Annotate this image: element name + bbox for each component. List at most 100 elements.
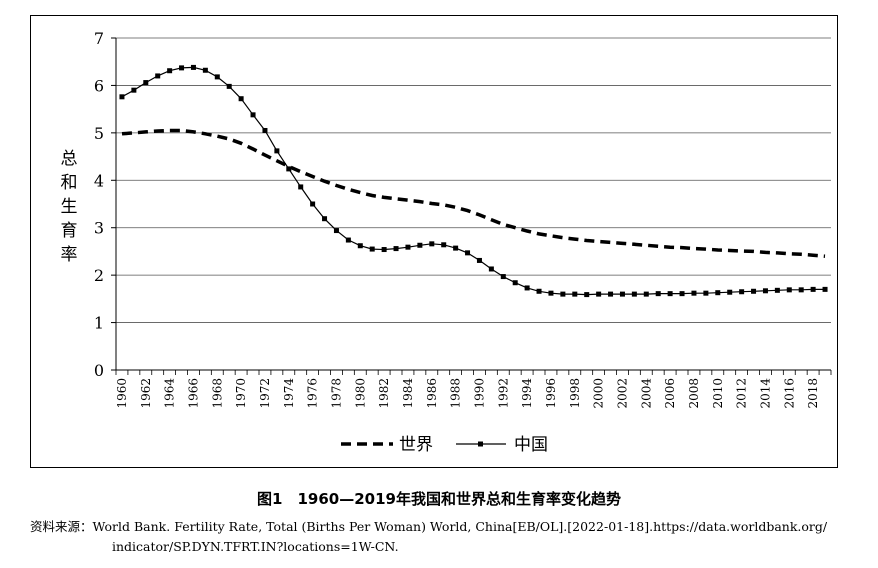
y-tick-label: 0 [94, 361, 104, 380]
y-tick-label: 6 [94, 76, 104, 95]
y-tick-label: 3 [94, 219, 104, 238]
y-axis-label-char: 率 [61, 245, 78, 265]
legend: 世界 中国 [341, 435, 548, 455]
legend-label: 世界 [399, 435, 433, 455]
data-point-china [262, 127, 268, 133]
data-point-china [357, 243, 363, 249]
data-point-china [333, 228, 339, 234]
data-point-china [643, 291, 649, 297]
data-point-china [143, 80, 149, 86]
data-point-china [500, 274, 506, 280]
data-point-china [488, 266, 494, 272]
data-point-china [345, 237, 351, 243]
source-line-2: indicator/SP.DYN.TFRT.IN?locations=1W-CN… [112, 539, 399, 554]
source-label: 资料来源： [30, 519, 93, 534]
x-tick-label: 1972 [258, 378, 272, 409]
data-point-china [119, 94, 125, 100]
series-line-world [121, 128, 826, 258]
data-point-china [310, 201, 316, 207]
data-point-china [667, 291, 673, 297]
data-point-china [786, 287, 792, 293]
data-point-china [560, 291, 566, 297]
data-point-china [619, 291, 625, 297]
data-point-china [584, 292, 590, 298]
legend-swatch-marker [478, 441, 483, 447]
figure-caption: 图1 1960—2019年我国和世界总和生育率变化趋势 [257, 490, 621, 508]
data-point-china [417, 242, 423, 248]
data-point-china [774, 287, 780, 293]
data-point-china [238, 96, 244, 102]
x-tick-label: 2002 [615, 378, 629, 409]
x-tick-label: 2000 [592, 378, 606, 409]
x-tick-label: 1978 [329, 378, 343, 409]
x-tick-label: 2008 [687, 378, 701, 409]
data-point-china [572, 291, 578, 297]
x-tick-label: 1998 [568, 378, 582, 409]
x-tick-label: 1992 [496, 378, 510, 409]
x-tick-label: 2016 [782, 378, 796, 409]
x-tick-label: 1986 [425, 378, 439, 409]
data-point-china [655, 291, 661, 297]
chart-frame: 0 1 2 3 4 5 6 7 1960 1962 1964 1966 1968 1970 1972 1974… [30, 15, 838, 468]
data-point-china [739, 289, 745, 295]
data-point-china [762, 288, 768, 294]
data-point-china [226, 83, 232, 89]
data-point-china [548, 290, 554, 296]
x-tick-label: 1974 [282, 378, 296, 409]
x-tick-label: 1996 [544, 378, 558, 409]
x-tick-label: 2014 [758, 378, 772, 409]
y-tick-label: 2 [94, 266, 104, 285]
data-point-china [751, 288, 757, 294]
data-point-china [524, 285, 530, 291]
source-note: 资料来源：World Bank. Fertility Rate, Total (… [30, 517, 860, 557]
x-tick-label: 1976 [306, 378, 320, 409]
data-point-china [286, 166, 292, 172]
y-axis-label-char: 总 [61, 149, 78, 169]
y-axis-label-char: 育 [61, 221, 78, 241]
x-tick-label: 2010 [711, 378, 725, 409]
data-point-china [536, 288, 542, 294]
data-point-china [608, 291, 614, 297]
source-line-1: 资料来源：World Bank. Fertility Rate, Total (… [30, 517, 860, 537]
x-tick-label: 1994 [520, 378, 534, 409]
x-tick-label: 1982 [377, 378, 391, 409]
x-tick-label: 2004 [639, 378, 653, 409]
x-tick-label: 1970 [234, 378, 248, 409]
y-axis-label-char: 和 [61, 173, 78, 193]
data-point-china [715, 290, 721, 296]
y-tick-label: 7 [94, 29, 104, 48]
x-tick-label: 1990 [472, 378, 486, 409]
data-point-china [131, 87, 137, 93]
data-point-china [214, 74, 220, 80]
data-point-china [167, 68, 173, 74]
data-point-china [274, 148, 280, 154]
data-point-china [202, 67, 208, 73]
data-point-china [155, 73, 161, 79]
data-point-china [679, 291, 685, 297]
x-tick-label: 1962 [139, 378, 153, 409]
x-tick-label: 1964 [163, 378, 177, 409]
series-1 [121, 128, 826, 258]
data-point-china [798, 287, 804, 293]
data-point-china [512, 280, 518, 286]
x-tick-label: 2018 [806, 378, 820, 409]
data-point-china [691, 290, 697, 296]
x-tick-label: 1968 [210, 378, 224, 409]
data-point-china [179, 65, 185, 71]
data-point-china [441, 242, 447, 248]
series-2 [119, 64, 828, 298]
y-tick-label: 1 [94, 314, 104, 333]
data-point-china [322, 216, 328, 222]
y-tick-label: 4 [94, 171, 104, 190]
data-point-china [822, 286, 828, 292]
x-tick-label: 1960 [115, 378, 129, 409]
data-point-china [631, 291, 637, 297]
data-point-china [393, 246, 399, 252]
source-citation: World Bank. Fertility Rate, Total (Birth… [92, 519, 828, 534]
data-point-china [810, 286, 816, 292]
data-point-china [465, 250, 471, 256]
data-point-china [298, 184, 304, 190]
fertility-line-chart: 0 1 2 3 4 5 6 7 1960 1962 1964 1966 1968 1970 1972 1974… [61, 29, 832, 455]
data-point-china [190, 64, 196, 70]
x-tick-label: 1988 [449, 378, 463, 409]
